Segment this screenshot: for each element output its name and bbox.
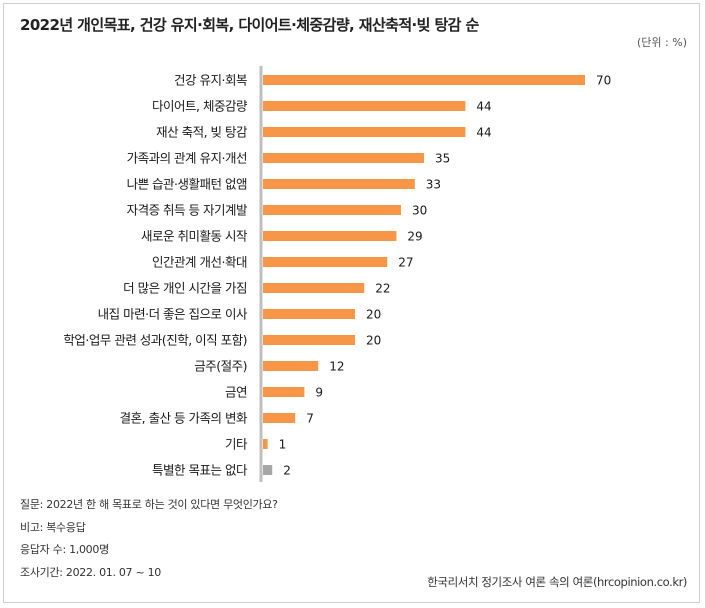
category-label: 결혼, 출산 등 가족의 변화: [120, 411, 248, 426]
value-label: 2: [283, 464, 291, 478]
category-label: 다이어트, 체중감량: [152, 99, 248, 114]
bar: [263, 413, 296, 423]
bar: [263, 361, 319, 371]
value-label: 12: [329, 360, 344, 374]
value-label: 9: [315, 386, 323, 400]
category-label: 자격증 취득 등 자기계발: [127, 203, 248, 218]
value-label: 30: [412, 204, 427, 218]
value-label: 44: [476, 100, 491, 114]
note-question: 질문: 2022년 한 해 목표로 하는 것이 있다면 무엇인가요?: [20, 498, 278, 511]
note-period: 조사기간: 2022. 01. 07 ~ 10: [20, 565, 161, 579]
category-label: 학업·업무 관련 성과(진학, 이직 포함): [63, 333, 247, 348]
value-label: 29: [407, 230, 422, 244]
category-label: 특별한 목표는 없다: [152, 463, 248, 478]
bar: [263, 465, 273, 475]
bar: [263, 179, 415, 189]
bar: [263, 75, 585, 85]
survey-notes: 질문: 2022년 한 해 목표로 하는 것이 있다면 무엇인가요? 비고: 복…: [20, 494, 278, 584]
note-remark: 비고: 복수응답: [20, 520, 86, 534]
bar: [263, 205, 401, 215]
category-label: 재산 축적, 빚 탕감: [156, 125, 248, 140]
bar: [263, 257, 388, 267]
value-label: 70: [596, 74, 611, 88]
bar: [263, 153, 424, 163]
value-label: 7: [306, 412, 314, 426]
bar: [263, 387, 305, 397]
unit-label: (단위 : %): [637, 36, 687, 49]
value-label: 20: [366, 334, 381, 348]
value-label: 20: [366, 308, 381, 322]
bar: [263, 101, 466, 111]
bar: [263, 231, 397, 241]
note-respondents: 응답자 수: 1,000명: [20, 543, 109, 556]
value-label: 33: [426, 178, 441, 192]
bar: [263, 283, 365, 293]
category-label: 건강 유지·회복: [174, 73, 247, 88]
category-label: 새로운 취미활동 시작: [141, 229, 248, 244]
value-label: 44: [476, 126, 491, 140]
category-label: 인간관계 개선·확대: [152, 255, 247, 270]
bar: [263, 127, 466, 137]
category-label: 가족과의 관계 유지·개선: [127, 151, 247, 166]
chart-title: 2022년 개인목표, 건강 유지·회복, 다이어트·체중감량, 재산축적·빚 …: [20, 16, 479, 34]
category-label: 더 많은 개인 시간을 가짐: [123, 281, 247, 296]
source-credit: 한국리서치 정기조사 여론 속의 여론(hrcopinion.co.kr): [427, 575, 687, 589]
category-label: 나쁜 습관·생활패턴 없앰: [127, 177, 247, 192]
value-label: 1: [279, 438, 287, 452]
category-label: 금주(절주): [194, 359, 247, 374]
category-label: 내집 마련·더 좋은 집으로 이사: [98, 307, 248, 322]
bar: [263, 309, 355, 319]
bar: [263, 439, 268, 449]
value-label: 35: [435, 152, 450, 166]
category-label: 금연: [225, 385, 247, 400]
category-label: 기타: [225, 437, 248, 452]
bar: [263, 335, 355, 345]
value-label: 27: [398, 256, 413, 270]
bar-chart: 건강 유지·회복 70 다이어트, 체중감량 44 재산 축적, 빚 탕감 44 가족과의 …: [63, 66, 611, 482]
value-label: 22: [375, 282, 390, 296]
